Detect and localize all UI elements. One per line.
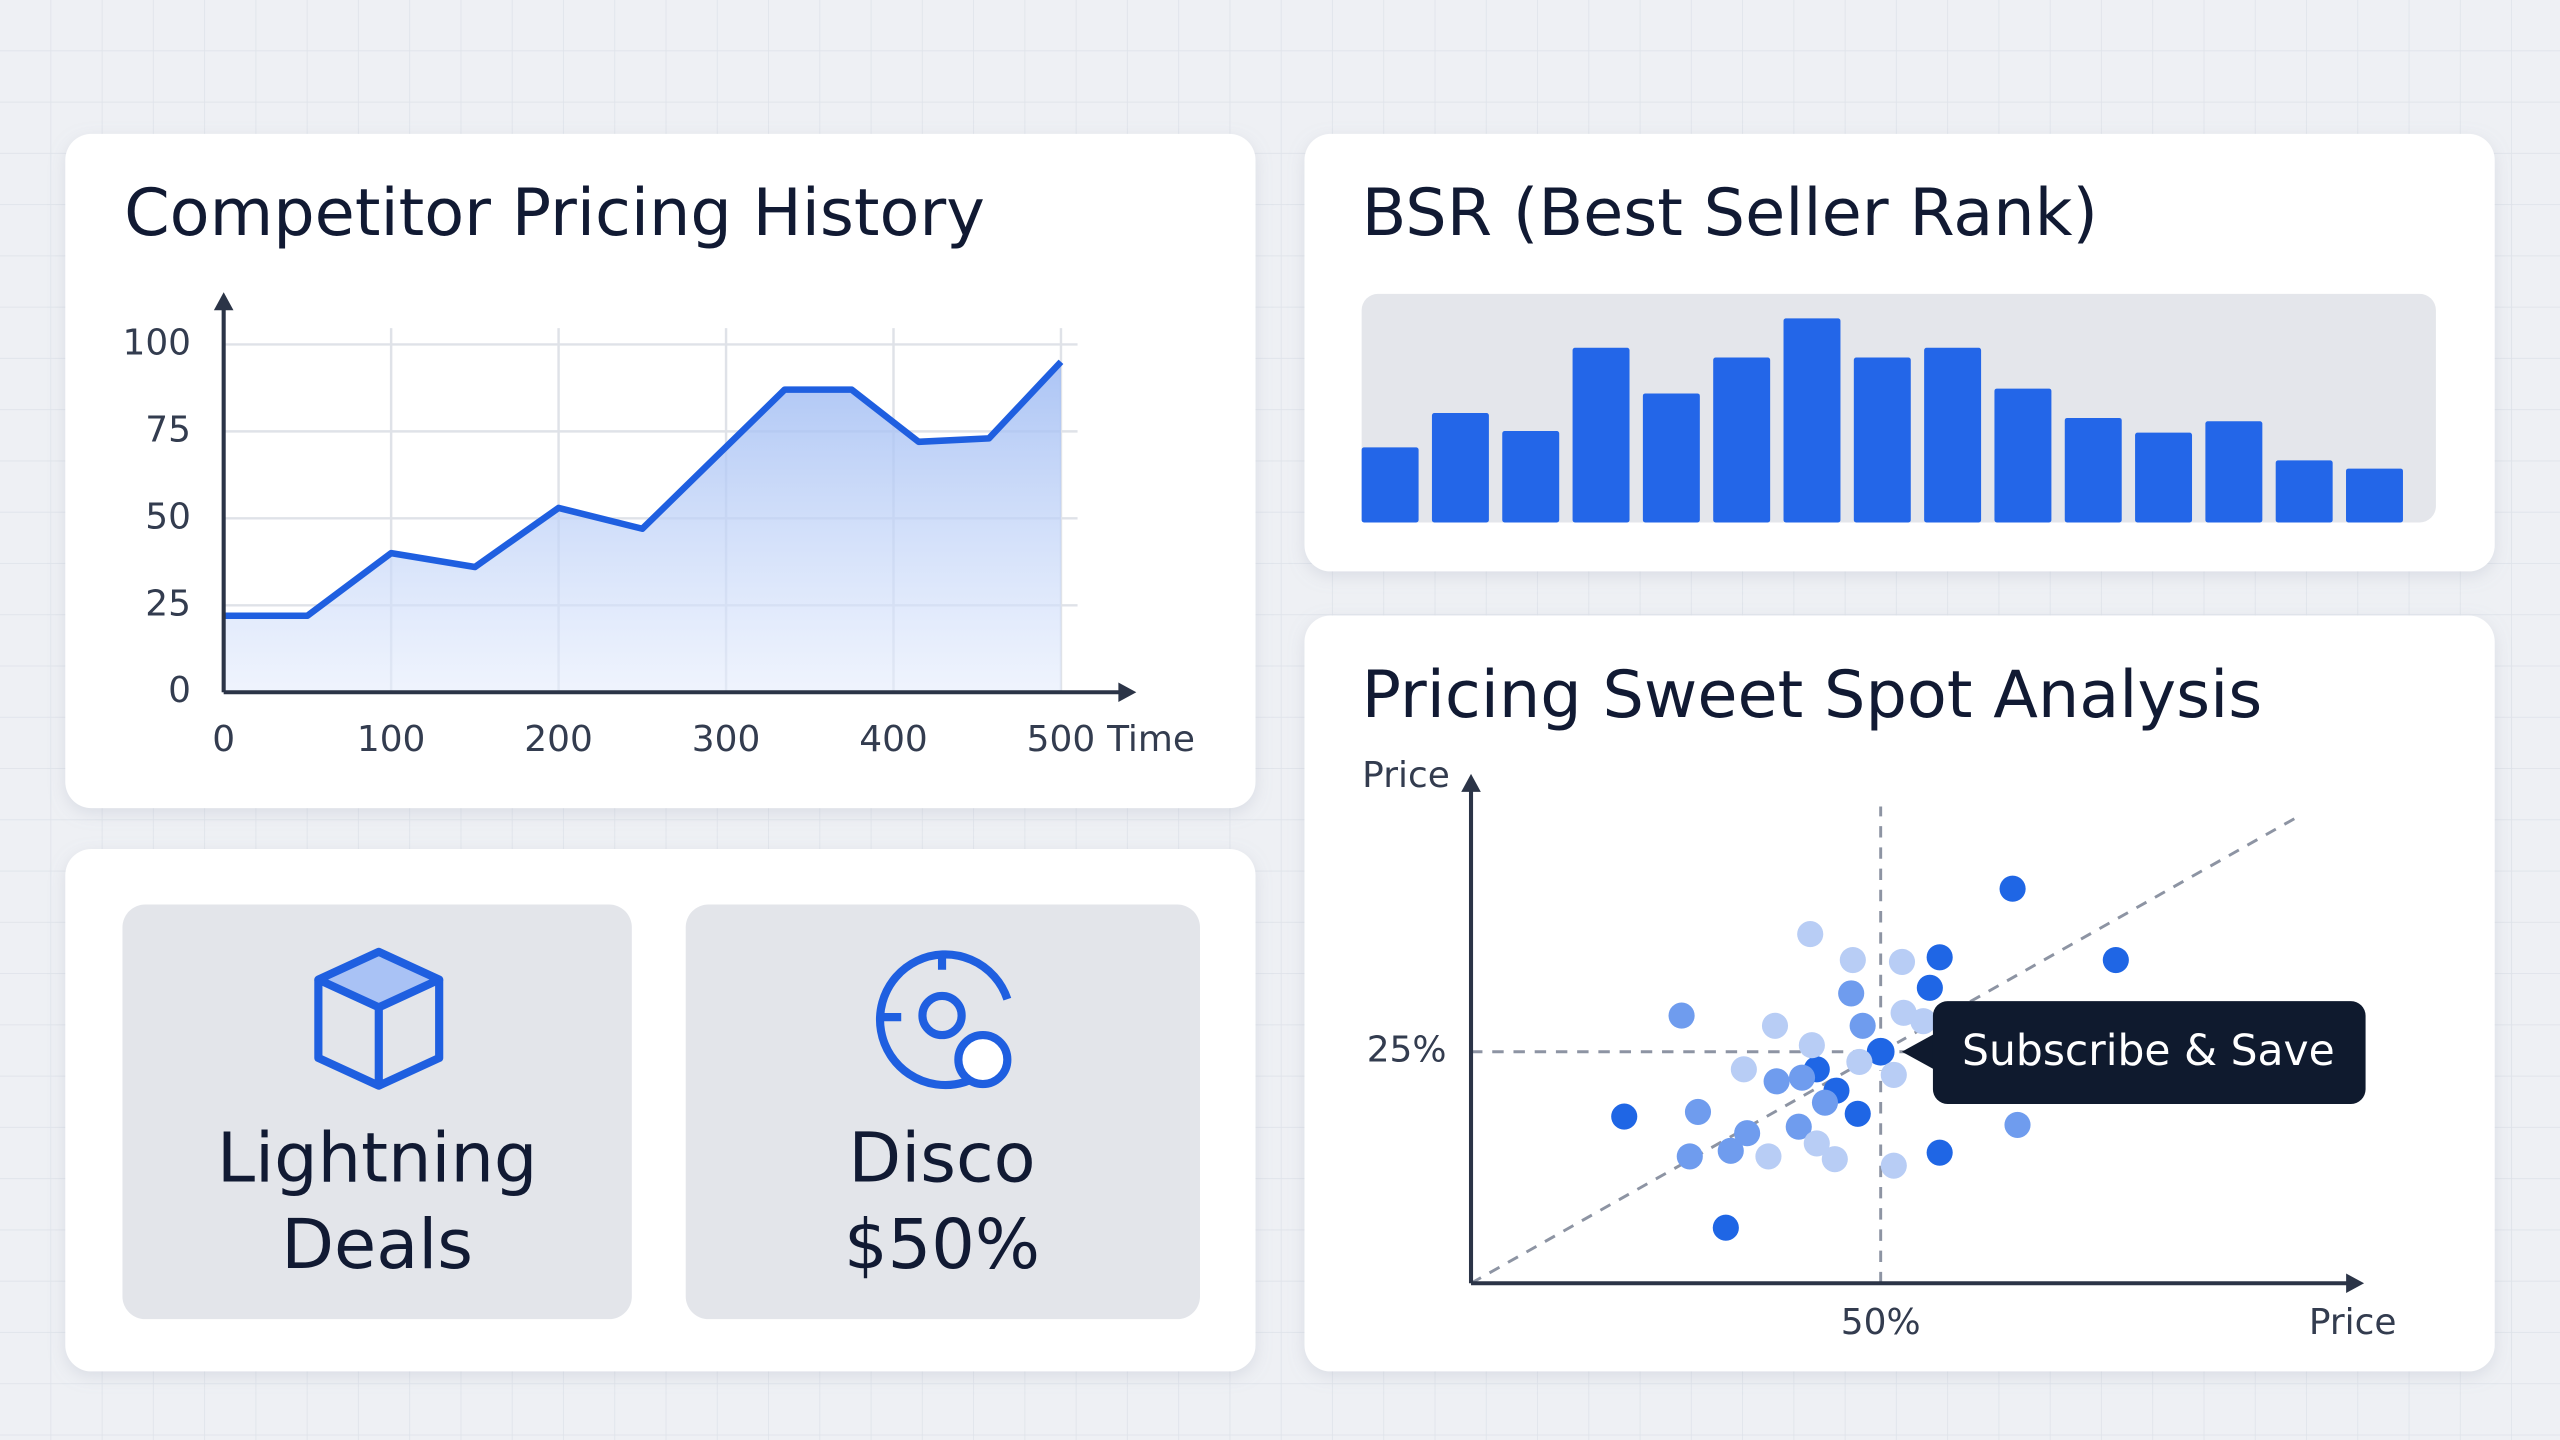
- discount-icon: [876, 950, 1012, 1090]
- point: [1755, 1143, 1782, 1170]
- point: [1676, 1143, 1703, 1170]
- annotation: Subscribe & Save: [1962, 1027, 2335, 1076]
- point: [1712, 1214, 1739, 1241]
- bar: [1361, 447, 1419, 523]
- panel: [1304, 615, 2495, 1372]
- point: [1684, 1098, 1712, 1125]
- axis-arrow: [1118, 682, 1137, 703]
- x-tick-label: 300: [692, 719, 761, 760]
- point: [1803, 1130, 1830, 1157]
- point: [1734, 1120, 1761, 1147]
- x-tick-label: 200: [524, 719, 593, 760]
- chart-title: BSR (Best Seller Rank): [1362, 175, 2098, 251]
- point: [1668, 1002, 1695, 1029]
- bar: [1713, 357, 1771, 523]
- line: [223, 359, 1064, 619]
- axis-arrow: [2346, 1273, 2365, 1294]
- card-text: $50%: [844, 1205, 1040, 1285]
- x-tick-label: 500: [1027, 719, 1096, 760]
- x-tick-label: 100: [357, 719, 426, 760]
- bar: [2346, 468, 2403, 523]
- card-text: Lightning: [217, 1118, 538, 1198]
- point: [1839, 946, 1866, 974]
- bar: [1572, 347, 1630, 523]
- point: [1880, 1061, 1907, 1088]
- point: [2102, 946, 2129, 974]
- card[interactable]: [685, 904, 1200, 1320]
- point: [1811, 1089, 1839, 1116]
- point: [1761, 1012, 1789, 1039]
- point: [1916, 974, 1943, 1001]
- point: [1999, 875, 2026, 902]
- point: [1880, 1152, 1907, 1179]
- card-text: Disco: [848, 1118, 1035, 1198]
- bar: [2064, 417, 2122, 523]
- x-tick-label: 50%: [1841, 1302, 1921, 1343]
- point: [1785, 1113, 1812, 1140]
- chart-title: Pricing Sweet Spot Analysis: [1362, 657, 2263, 733]
- point: [1849, 1012, 1876, 1039]
- y-axis-label: Price: [1362, 755, 1450, 796]
- point: [1730, 1056, 1757, 1083]
- area: [223, 361, 1061, 693]
- bar: [2275, 460, 2333, 523]
- tooltip: [1932, 1001, 2366, 1104]
- x-tick-label: 400: [859, 719, 928, 760]
- point: [1763, 1068, 1790, 1095]
- box-icon: [314, 947, 444, 1090]
- bar: [1783, 318, 1841, 523]
- y-tick-label: 25: [145, 583, 191, 624]
- point: [1926, 944, 1953, 971]
- point: [2004, 1111, 2031, 1138]
- point: [1798, 1032, 1825, 1059]
- axis-arrow: [1461, 773, 1481, 792]
- point: [1926, 1139, 1953, 1166]
- point: [1821, 1146, 1848, 1173]
- point: [1717, 1137, 1744, 1164]
- point: [1788, 1064, 1816, 1091]
- bar: [1924, 347, 1982, 523]
- y-tick-label: 50: [145, 496, 191, 537]
- bar: [1994, 388, 2052, 523]
- bar: [2205, 421, 2263, 523]
- chart-title: Competitor Pricing History: [124, 175, 985, 251]
- point: [1611, 1103, 1638, 1130]
- y-tick-label: 100: [122, 322, 191, 363]
- y-tick-label: 25%: [1367, 1030, 1447, 1071]
- card-text: Deals: [281, 1205, 473, 1285]
- point: [1844, 1100, 1871, 1127]
- point: [1797, 921, 1824, 948]
- point: [1838, 980, 1865, 1007]
- y-tick-label: 0: [168, 670, 191, 711]
- bar: [1853, 357, 1911, 523]
- point: [1888, 948, 1916, 975]
- bar: [2135, 432, 2193, 523]
- point: [1846, 1048, 1873, 1075]
- axis-arrow: [213, 292, 234, 311]
- x-axis-label: Time: [1106, 719, 1195, 760]
- bar: [1431, 413, 1489, 523]
- x-tick-label: 0: [212, 719, 235, 760]
- point: [1890, 999, 1917, 1026]
- tooltip-pointer: [1901, 1033, 1935, 1070]
- x-axis-label: Price: [2309, 1302, 2397, 1343]
- card[interactable]: [122, 904, 632, 1320]
- bar: [1642, 393, 1700, 523]
- point: [1910, 1008, 1937, 1035]
- bar: [1502, 431, 1560, 523]
- y-tick-label: 75: [145, 409, 191, 450]
